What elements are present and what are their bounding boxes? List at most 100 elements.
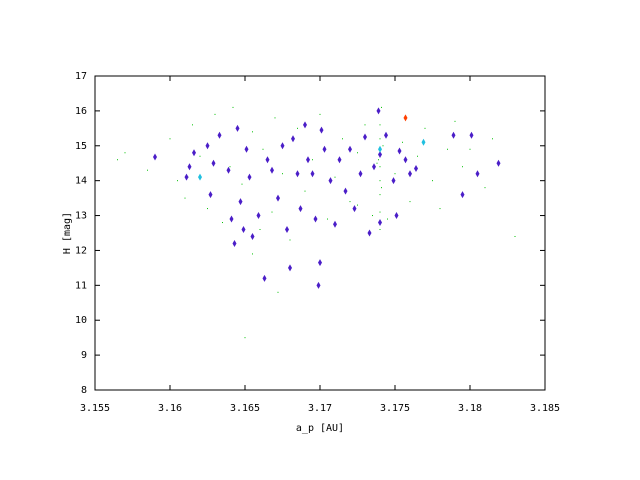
- point: [384, 131, 388, 139]
- point: [379, 194, 381, 196]
- point: [421, 138, 426, 146]
- point: [492, 138, 493, 140]
- point: [153, 153, 157, 161]
- point: [334, 176, 336, 178]
- point: [424, 127, 426, 129]
- point: [250, 232, 255, 240]
- point: [343, 187, 348, 195]
- point: [460, 191, 465, 199]
- point: [244, 337, 246, 339]
- point: [247, 173, 252, 181]
- point: [378, 159, 379, 161]
- y-tick-label: 10: [75, 315, 87, 326]
- point: [199, 155, 201, 157]
- point: [306, 156, 310, 164]
- point: [229, 166, 231, 168]
- point: [391, 177, 396, 185]
- point: [367, 229, 372, 237]
- x-tick-label: 3.17: [308, 403, 332, 414]
- point: [475, 170, 480, 178]
- y-tick-label: 9: [81, 350, 87, 361]
- point: [198, 173, 202, 181]
- x-tick-label: 3.18: [458, 403, 482, 414]
- point: [259, 229, 261, 231]
- x-tick-label: 3.175: [380, 403, 410, 414]
- point: [397, 147, 402, 155]
- point: [403, 156, 408, 164]
- point: [358, 170, 363, 178]
- point: [316, 281, 321, 289]
- point: [454, 120, 456, 122]
- point: [232, 239, 237, 247]
- point: [282, 173, 283, 175]
- x-tick-label: 3.165: [230, 403, 260, 414]
- point: [322, 145, 327, 153]
- point: [117, 159, 118, 161]
- point: [379, 166, 381, 168]
- point: [187, 163, 192, 171]
- point: [342, 138, 343, 140]
- point: [379, 180, 381, 182]
- point: [417, 155, 418, 157]
- point: [310, 170, 315, 178]
- point: [364, 124, 366, 126]
- point: [262, 274, 267, 282]
- point: [289, 239, 291, 241]
- point: [378, 219, 382, 227]
- point: [469, 148, 471, 150]
- point: [207, 208, 208, 210]
- point: [312, 159, 313, 161]
- point: [252, 253, 253, 255]
- point: [378, 151, 382, 158]
- point: [232, 106, 234, 108]
- point: [241, 226, 246, 234]
- point: [184, 173, 189, 181]
- point: [147, 169, 148, 171]
- y-tick-label: 8: [81, 385, 87, 396]
- point: [379, 211, 381, 213]
- point: [184, 197, 186, 199]
- y-tick-label: 13: [75, 211, 87, 222]
- point: [211, 159, 216, 167]
- x-axis-label: a_p [AU]: [296, 423, 344, 434]
- point: [280, 142, 285, 150]
- point: [304, 190, 306, 192]
- point: [217, 131, 222, 139]
- point: [394, 173, 396, 175]
- point: [298, 205, 303, 213]
- y-tick-label: 16: [75, 106, 87, 117]
- point: [348, 145, 352, 153]
- point: [447, 148, 448, 150]
- point: [208, 191, 213, 199]
- point: [319, 126, 324, 134]
- point: [514, 235, 516, 237]
- point: [226, 166, 231, 174]
- point: [337, 156, 342, 164]
- point: [274, 117, 276, 119]
- point: [297, 127, 298, 129]
- point: [378, 145, 382, 153]
- point: [328, 177, 333, 185]
- point: [387, 218, 388, 220]
- point: [252, 131, 253, 133]
- point: [376, 107, 381, 115]
- point: [192, 149, 196, 157]
- y-axis-label: H [mag]: [62, 212, 73, 254]
- point: [238, 198, 243, 206]
- point: [277, 291, 279, 293]
- point: [372, 215, 373, 217]
- y-tick-label: 17: [75, 71, 87, 82]
- point: [382, 145, 384, 147]
- point: [222, 222, 223, 224]
- y-tick-label: 14: [75, 176, 87, 187]
- point: [379, 138, 381, 140]
- point: [313, 215, 318, 223]
- point: [205, 142, 210, 150]
- point: [271, 211, 273, 213]
- plot-border: [94, 75, 546, 391]
- point: [357, 204, 358, 206]
- point: [357, 152, 358, 154]
- point: [265, 156, 270, 164]
- point: [244, 145, 249, 153]
